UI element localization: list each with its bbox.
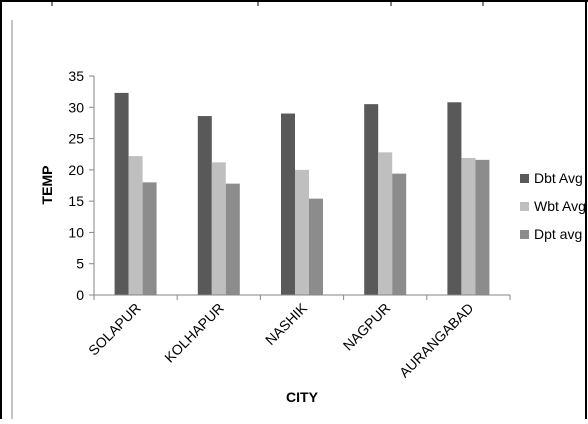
bar-dbt-avg-aurangabad xyxy=(447,102,462,295)
y-tick-label: 35 xyxy=(68,68,84,84)
y-tick-label: 10 xyxy=(68,224,84,240)
legend-swatch xyxy=(520,230,529,239)
y-tick-label: 30 xyxy=(68,99,84,115)
x-category-label: NAGPUR xyxy=(340,300,394,354)
legend: Dbt Avg Wbt Avg Dpt avg xyxy=(520,170,586,242)
bar-dbt-avg-nashik xyxy=(281,113,295,296)
legend-label: Dpt avg xyxy=(534,226,582,242)
y-tick-label: 20 xyxy=(68,162,84,178)
x-category-label: NASHIK xyxy=(262,299,311,348)
y-axis: 0 5 10 15 20 25 30 35 xyxy=(68,68,95,303)
x-axis: SOLAPUR KOLHAPUR NASHIK NAGPUR AURANGABAD xyxy=(85,294,511,381)
bar-wbt-avg-nashik xyxy=(295,169,309,295)
y-tick-label: 15 xyxy=(68,193,84,209)
bar-wbt-avg-solapur xyxy=(128,156,143,295)
bar-dpt-avg-solapur xyxy=(142,182,157,295)
legend-swatch xyxy=(520,202,529,211)
legend-label: Dbt Avg xyxy=(534,170,583,186)
y-tick-label: 0 xyxy=(76,287,84,303)
bar-dbt-avg-solapur xyxy=(114,92,129,295)
y-tick-label: 5 xyxy=(76,256,84,272)
bar-dbt-avg-kolhapur xyxy=(197,116,212,295)
x-category-label: KOLHAPUR xyxy=(161,300,227,366)
bar-dpt-avg-aurangabad xyxy=(475,159,490,295)
x-axis-title: CITY xyxy=(286,389,319,405)
bar-dbt-avg-nagpur xyxy=(364,104,379,296)
x-category-label: SOLAPUR xyxy=(85,300,144,359)
legend-label: Wbt Avg xyxy=(534,198,586,214)
legend-swatch xyxy=(520,174,529,183)
bar-wbt-avg-nagpur xyxy=(378,152,393,295)
bar-dpt-avg-kolhapur xyxy=(225,183,240,295)
y-tick-label: 25 xyxy=(68,131,84,147)
y-axis-title: TEMP xyxy=(39,166,55,205)
x-category-label: AURANGABAD xyxy=(396,300,477,381)
bar-wbt-avg-aurangabad xyxy=(461,157,476,295)
bars-group xyxy=(114,92,490,296)
bar-dpt-avg-nagpur xyxy=(392,173,407,295)
bar-dpt-avg-nashik xyxy=(309,198,323,295)
bar-wbt-avg-kolhapur xyxy=(211,162,226,295)
